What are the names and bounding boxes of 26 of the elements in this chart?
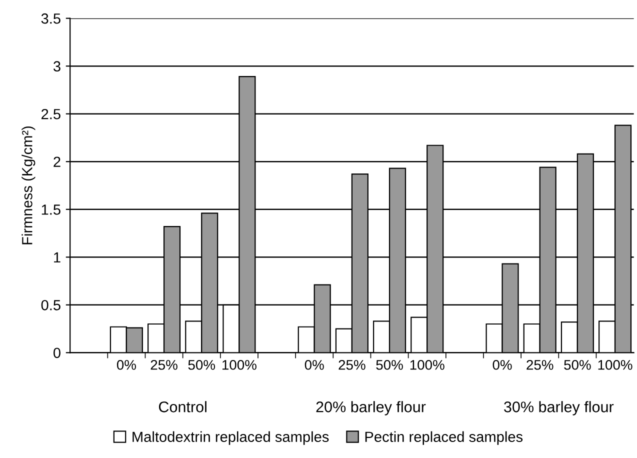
y-tick-label: 2 [54,156,60,167]
x-tick-label: 0% [116,360,136,370]
x-tick-label: 0% [304,360,324,370]
x-tick-label: 100% [410,360,444,370]
y-tick-label: 3.5 [41,13,60,24]
text: Control [158,401,206,412]
x-tick-label: 25% [526,360,554,370]
y-tick-label: 0 [54,348,60,358]
x-tick-label: 50% [188,360,216,370]
x-tick-label: 100% [598,360,632,370]
x-tick-label: 25% [150,360,178,370]
legend-label: Pectin replaced samples [365,431,523,445]
y-tick-label: 2.5 [42,108,60,120]
x-tick-label: 50% [376,360,403,370]
legend-label: Maltodextrin replaced samples [132,431,329,445]
y-axis-title: Firmness (Kg/cm²) [22,126,36,244]
text: 30% barley flour [504,401,614,416]
x-tick-label: 0% [492,360,512,370]
y-tick-label: 1.5 [42,204,60,215]
y-tick-label: 3 [53,61,60,72]
x-tick-label: 50% [564,360,591,370]
y-tick-label: 1 [54,252,60,262]
x-tick-label: 100% [222,360,256,370]
y-tick-label: 0.5 [41,300,60,310]
text: 20% barley flour [316,401,426,416]
x-tick-label: 25% [338,360,366,370]
